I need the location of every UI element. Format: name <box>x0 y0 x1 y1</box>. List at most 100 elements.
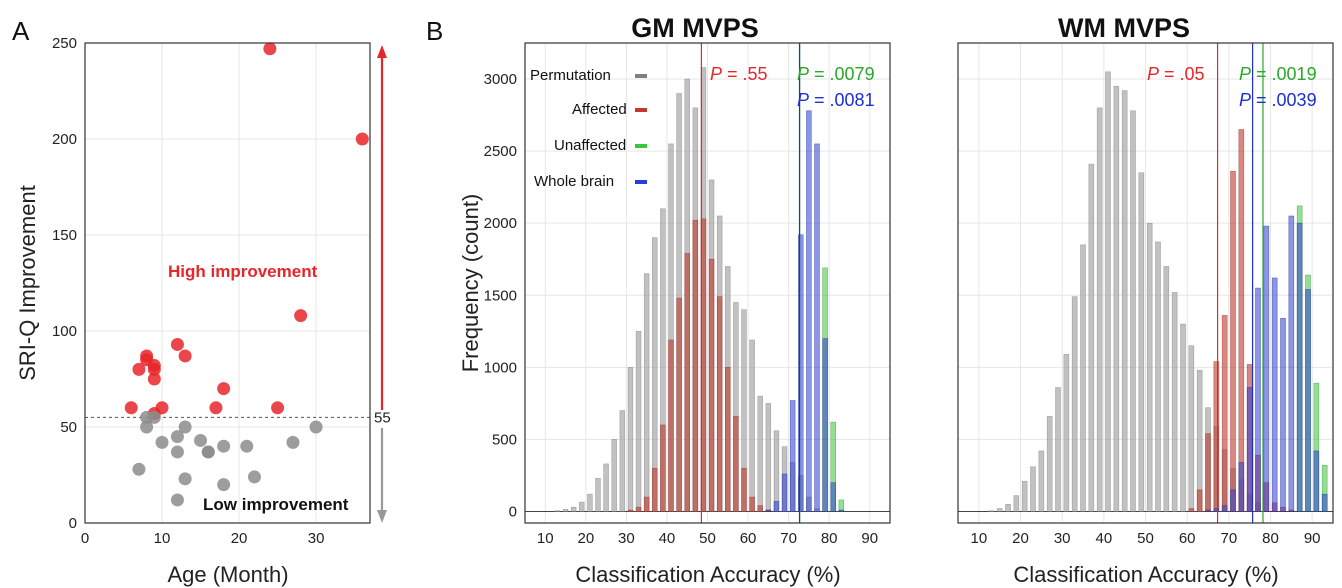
threshold-label: 55 <box>374 409 391 426</box>
y-tick-label: 0 <box>69 515 77 532</box>
legend: Permutation Affected Unaffected Whole br… <box>530 67 647 190</box>
whole-brain-bar <box>798 234 804 512</box>
whole-brain-bar <box>773 501 780 512</box>
whole-brain-bar <box>822 338 828 512</box>
high-improvement-point <box>170 337 184 351</box>
whole-brain-bar <box>781 473 788 512</box>
legend-whole-brain: Whole brain <box>534 173 614 190</box>
low-improvement-point <box>240 439 254 453</box>
affected-bar <box>1230 170 1236 512</box>
high-improvement-label: High improvement <box>168 262 318 281</box>
permutation-bar <box>1155 241 1161 512</box>
low-improvement-point <box>194 433 208 447</box>
high-improvement-point <box>217 382 231 396</box>
gm-p-affected: P = .55 <box>710 64 768 84</box>
whole-brain-bar <box>1305 289 1311 512</box>
histogram-y-label: Frequency (count) <box>458 194 483 373</box>
high-improvement-point <box>178 349 192 363</box>
whole-brain-bar <box>830 482 836 512</box>
low-improvement-point <box>170 445 184 459</box>
gm-p-lines <box>700 43 801 523</box>
low-improvement-point <box>140 420 154 434</box>
whole-brain-bar <box>1205 509 1211 512</box>
x-tick-label: 10 <box>537 530 554 547</box>
affected-bar <box>1205 433 1211 512</box>
affected-bar <box>635 506 642 512</box>
low-improvement-point <box>132 462 146 476</box>
permutation-bar <box>757 395 763 512</box>
permutation-bar <box>773 430 780 512</box>
permutation-bar <box>643 273 650 512</box>
wm-p-whole-brain: P = .0039 <box>1239 90 1317 110</box>
whole-brain-bar <box>1288 215 1295 512</box>
permutation-bar <box>1130 110 1136 512</box>
whole-brain-bar <box>1221 505 1228 512</box>
low-improvement-point <box>201 445 215 459</box>
permutation-bar <box>1188 345 1195 512</box>
permutation-bar <box>1138 172 1145 512</box>
permutation-bar <box>1038 450 1045 512</box>
x-tick-label: 10 <box>970 530 987 547</box>
affected-bar <box>708 258 715 512</box>
panel-letter-b: B <box>426 16 443 46</box>
y-tick-label: 50 <box>60 419 77 436</box>
whole-brain-bar <box>789 400 796 512</box>
permutation-bar <box>1088 163 1095 512</box>
permutation-bar <box>619 410 626 512</box>
x-tick-label: 80 <box>1262 530 1279 547</box>
affected-bar <box>652 467 658 512</box>
gm-grid <box>525 43 890 523</box>
x-tick-label: 20 <box>577 530 594 547</box>
permutation-bar <box>627 367 634 512</box>
high-improvement-point <box>147 362 161 376</box>
permutation-bar <box>1096 107 1103 512</box>
low-improvement-point <box>155 435 169 449</box>
low-improvement-point <box>286 435 300 449</box>
permutation-bar <box>587 493 593 512</box>
gm-frame <box>524 42 891 524</box>
permutation-bar <box>570 506 577 512</box>
x-tick-label: 20 <box>1012 530 1029 547</box>
wm-title: WM MVPS <box>1058 13 1190 43</box>
gm-p-whole-brain: P = .0081 <box>797 90 875 110</box>
permutation-bar <box>1046 416 1053 512</box>
x-tick-label: 70 <box>780 530 797 547</box>
permutation-bar <box>611 439 617 512</box>
permutation-bar <box>603 463 609 512</box>
affected-bar <box>733 416 739 512</box>
whole-brain-bar <box>806 110 812 512</box>
whole-brain-bar <box>1321 493 1328 512</box>
permutation-bar <box>635 330 642 512</box>
high-improvement-point <box>132 362 146 376</box>
gm-title: GM MVPS <box>631 13 759 43</box>
legend-unaffected-swatch <box>635 144 647 148</box>
permutation-bar <box>1005 503 1011 512</box>
y-tick-label: 2500 <box>484 143 517 160</box>
y-tick-label: 1000 <box>484 359 517 376</box>
affected-bar <box>749 496 755 512</box>
affected-bar <box>643 496 650 512</box>
wm-ticks: 10 20 30 40 50 60 70 80 90 <box>970 530 1320 547</box>
wm-x-label: Classification Accuracy (%) <box>1013 562 1278 587</box>
whole-brain-bar <box>838 509 845 512</box>
whole-brain-bar <box>814 143 820 512</box>
high-improvement-point <box>155 401 169 415</box>
permutation-bar <box>579 501 585 512</box>
low-improvement-point <box>170 493 184 507</box>
wm-p-lines <box>1216 43 1264 523</box>
affected-bar <box>676 297 682 512</box>
scatter-frame <box>84 42 371 524</box>
x-tick-label: 90 <box>1304 530 1321 547</box>
permutation-bar <box>1063 354 1070 512</box>
low-improvement-point <box>178 420 192 434</box>
whole-brain-bar <box>1313 450 1320 512</box>
affected-bar <box>627 509 634 512</box>
permutation-bar <box>1113 85 1120 512</box>
gm-ticks: 0 500 1000 1500 2000 2500 3000 10 20 30 40 50 60 70 80… <box>484 71 878 547</box>
wm-p-unaffected: P = .0019 <box>1239 64 1317 84</box>
low-arrow-head <box>377 510 387 523</box>
panel-letter-a: A <box>12 16 30 46</box>
wm-frame <box>957 42 1334 524</box>
permutation-bar <box>765 403 772 512</box>
